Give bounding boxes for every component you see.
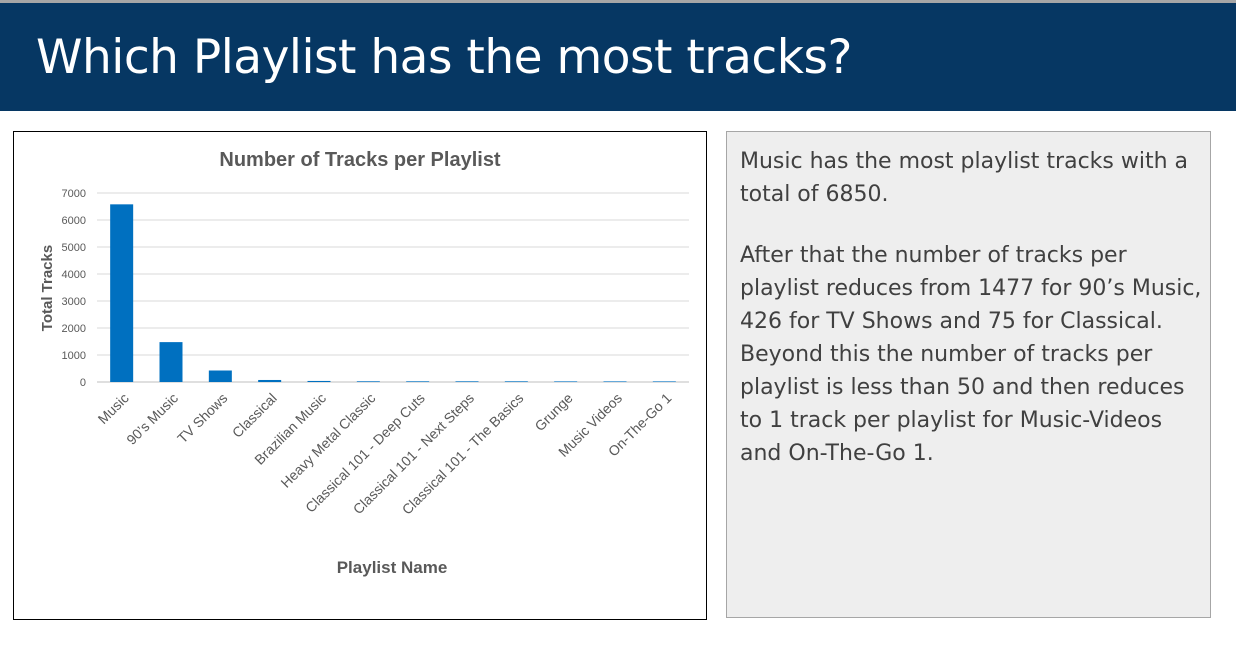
bar [208,370,232,382]
y-tick-label: 5000 [62,242,86,254]
y-tick-label: 4000 [62,269,86,281]
chart-title: Number of Tracks per Playlist [219,149,501,171]
bar [455,381,479,382]
bar [504,381,528,382]
y-tick-label: 7000 [62,188,86,200]
bar [159,342,183,382]
y-tick-label: 3000 [62,296,86,308]
top-border [0,0,1236,3]
bar [603,381,627,382]
bar [554,381,578,382]
y-tick-label: 1000 [62,350,86,362]
y-axis-label: Total Tracks [39,245,56,331]
bar [406,381,430,382]
x-tick-label: 90’s Music [123,390,181,448]
title-bar: Which Playlist has the most tracks? [0,3,1236,111]
bar [356,381,380,382]
x-tick-label: TV Shows [174,390,230,446]
x-tick-label: Music [95,390,132,427]
y-tick-label: 0 [80,377,86,389]
bar [258,379,282,382]
x-axis-label: Playlist Name [337,558,448,577]
summary-panel: Music has the most playlist tracks with … [726,131,1211,618]
summary-paragraph-1: Music has the most playlist tracks with … [740,149,1189,207]
chart-frame: Number of Tracks per Playlist Total Trac… [13,131,707,620]
bar [110,204,134,382]
x-tick-label: Classical [229,390,280,441]
bar [307,380,331,382]
page-title: Which Playlist has the most tracks? [36,30,852,85]
summary-paragraph-2: After that the number of tracks per play… [740,243,1202,466]
x-tick-label: Heavy Metal Classic [277,390,378,491]
y-tick-label: 2000 [62,323,86,335]
x-tick-label: Grunge [531,390,575,434]
bar [652,381,676,382]
y-tick-label: 6000 [62,215,86,227]
bar-chart: Number of Tracks per Playlist Total Trac… [39,149,689,577]
